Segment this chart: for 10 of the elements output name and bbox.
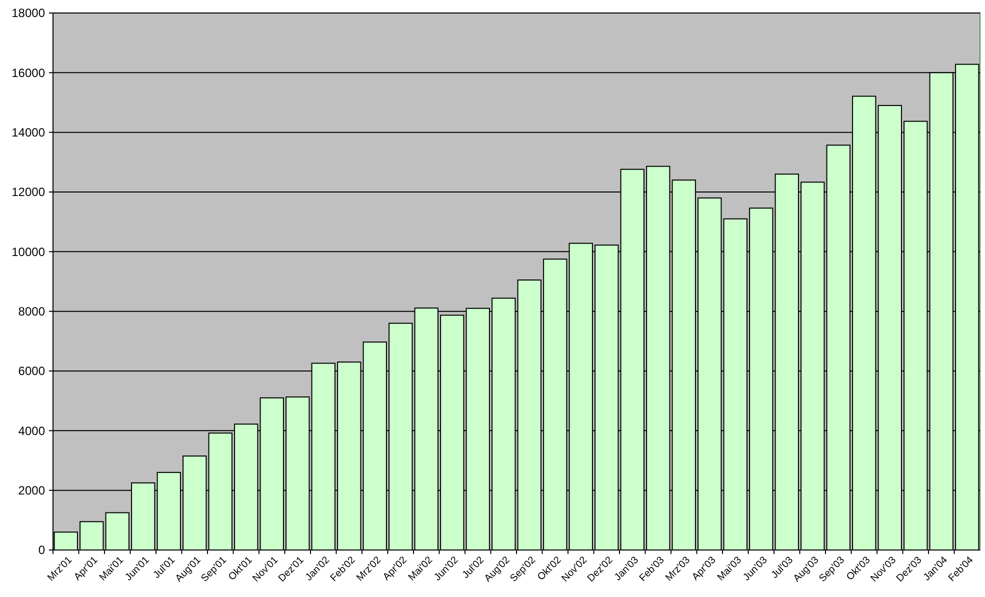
y-tick-label: 6000: [18, 364, 46, 378]
y-tick-label: 10000: [12, 244, 46, 259]
y-tick-label: 12000: [12, 185, 46, 200]
y-tick-label: 18000: [12, 6, 46, 20]
y-tick-label: 14000: [12, 126, 46, 140]
y-tick-label: 0: [38, 543, 46, 558]
y-tick-label: 2000: [18, 484, 46, 498]
y-tick-label: 4000: [18, 424, 46, 438]
y-tick-label: 8000: [18, 304, 46, 319]
y-tick-label: 16000: [12, 66, 46, 80]
